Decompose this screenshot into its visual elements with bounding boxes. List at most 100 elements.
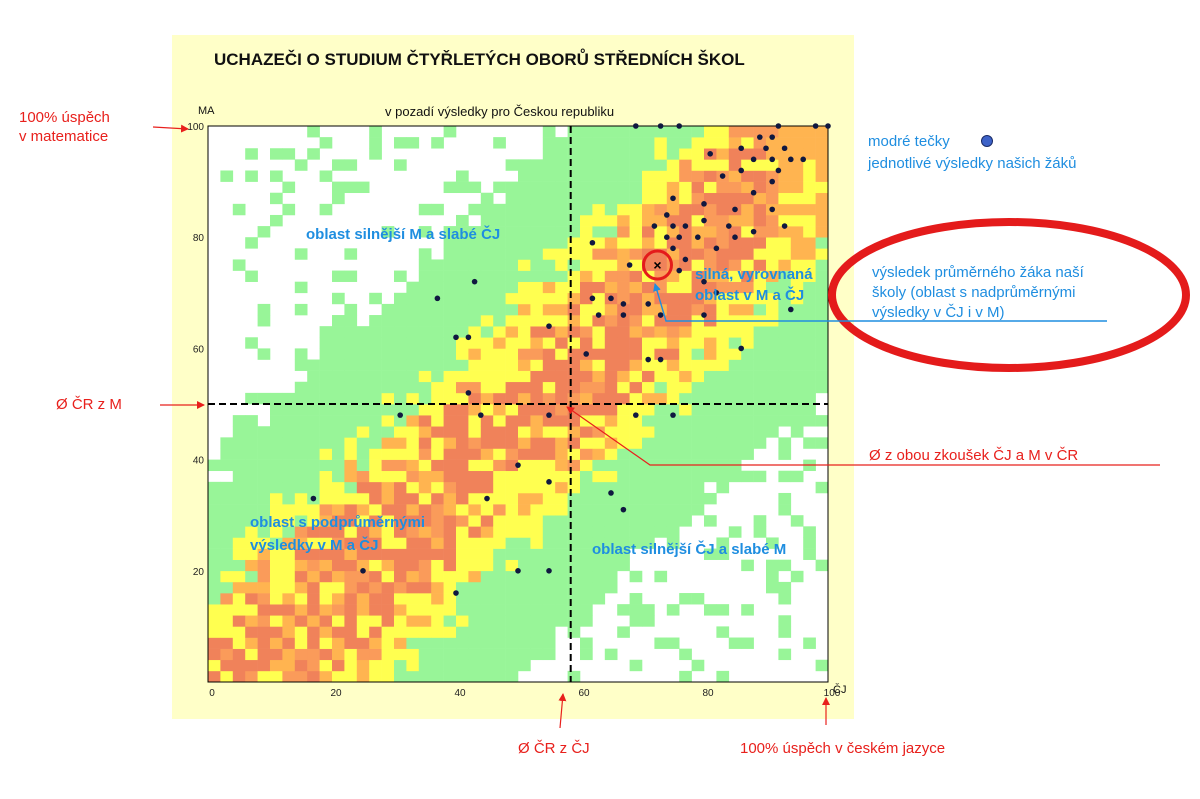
heatmap-cell — [319, 593, 333, 605]
heatmap-cell — [815, 281, 829, 294]
heatmap-cell — [332, 459, 345, 472]
heatmap-cell — [319, 570, 333, 583]
heatmap-cell — [468, 459, 482, 472]
heatmap-cell — [580, 481, 593, 494]
heatmap-cell — [493, 570, 506, 583]
heatmap-cell — [443, 126, 457, 138]
heatmap-cell — [629, 348, 643, 360]
background-heatmap — [208, 126, 829, 683]
heatmap-cell — [493, 337, 506, 349]
heatmap-cell — [542, 326, 556, 338]
heatmap-cell — [307, 392, 320, 405]
heatmap-cell — [270, 437, 283, 449]
heatmap-cell — [282, 648, 296, 661]
heatmap-cell — [629, 270, 643, 282]
heatmap-cell — [803, 192, 816, 205]
heatmap-cell — [381, 593, 395, 605]
heatmap-cell — [518, 192, 531, 205]
heatmap-cell — [394, 459, 407, 472]
heatmap-cell — [766, 581, 779, 594]
heatmap-cell — [220, 648, 234, 661]
heatmap-cell — [567, 259, 581, 271]
heatmap-cell — [592, 559, 606, 572]
heatmap-cell — [418, 370, 432, 383]
heatmap-cell — [530, 570, 544, 583]
heatmap-cell — [753, 226, 767, 238]
heatmap-cell — [679, 203, 692, 216]
heatmap-cell — [642, 337, 655, 349]
heatmap-cell — [642, 492, 655, 505]
heatmap-cell — [468, 415, 482, 427]
heatmap-cell — [282, 181, 296, 194]
heatmap-cell — [691, 359, 705, 371]
heatmap-cell — [431, 670, 444, 683]
heatmap-cell — [592, 470, 606, 483]
heatmap-cell — [604, 537, 618, 549]
heatmap-cell — [518, 581, 531, 594]
heatmap-cell — [418, 248, 432, 260]
heatmap-cell — [592, 226, 606, 238]
heatmap-cell — [394, 415, 407, 427]
heatmap-cell — [666, 481, 680, 494]
student-point — [589, 239, 596, 246]
heatmap-cell — [704, 270, 717, 282]
heatmap-cell — [307, 448, 320, 460]
heatmap-cell — [431, 581, 444, 594]
heatmap-cell — [666, 292, 680, 305]
heatmap-cell — [493, 381, 506, 394]
heatmap-cell — [493, 604, 506, 616]
heatmap-cell — [456, 648, 469, 661]
heatmap-cell — [555, 581, 568, 594]
heatmap-cell — [629, 470, 643, 483]
heatmap-cell — [307, 648, 320, 661]
heatmap-cell — [666, 370, 680, 383]
heatmap-cell — [505, 448, 519, 460]
heatmap-cell — [257, 504, 271, 516]
heatmap-cell — [518, 337, 531, 349]
heatmap-cell — [753, 126, 767, 138]
heatmap-cell — [443, 426, 457, 438]
heatmap-cell — [505, 559, 519, 572]
student-point — [478, 412, 484, 418]
heatmap-cell — [369, 570, 382, 583]
heatmap-cell — [654, 415, 668, 427]
heatmap-cell — [282, 581, 296, 594]
heatmap-cell — [356, 504, 370, 516]
heatmap-cell — [270, 392, 283, 405]
heatmap-cell — [654, 181, 668, 194]
heatmap-cell — [617, 359, 630, 371]
heatmap-cell — [480, 214, 494, 227]
heatmap-cell — [617, 226, 630, 238]
heatmap-cell — [456, 504, 469, 516]
heatmap-cell — [245, 504, 258, 516]
student-point — [732, 206, 738, 213]
heatmap-cell — [381, 359, 395, 371]
heatmap-cell — [567, 426, 581, 438]
heatmap-cell — [431, 270, 444, 282]
heatmap-cell — [592, 137, 606, 149]
heatmap-cell — [567, 548, 581, 560]
heatmap-cell — [369, 137, 382, 149]
heatmap-cell — [654, 126, 668, 138]
heatmap-cell — [493, 315, 506, 327]
heatmap-cell — [381, 504, 395, 516]
heatmap-cell — [604, 270, 618, 282]
student-point — [769, 156, 775, 163]
heatmap-cell — [468, 559, 482, 572]
heatmap-cell — [778, 348, 792, 360]
heatmap-cell — [679, 370, 692, 383]
heatmap-cell — [257, 570, 271, 583]
heatmap-cell — [666, 337, 680, 349]
heatmap-cell — [332, 348, 345, 360]
heatmap-cell — [456, 459, 469, 472]
heatmap-cell — [530, 404, 544, 416]
student-point — [434, 295, 441, 302]
heatmap-cell — [741, 237, 754, 249]
heatmap-cell — [493, 259, 506, 271]
heatmap-cell — [431, 515, 444, 527]
heatmap-cell — [232, 504, 246, 516]
heatmap-cell — [617, 426, 630, 438]
heatmap-cell — [542, 470, 556, 483]
y-tick-label: 20 — [193, 567, 205, 578]
